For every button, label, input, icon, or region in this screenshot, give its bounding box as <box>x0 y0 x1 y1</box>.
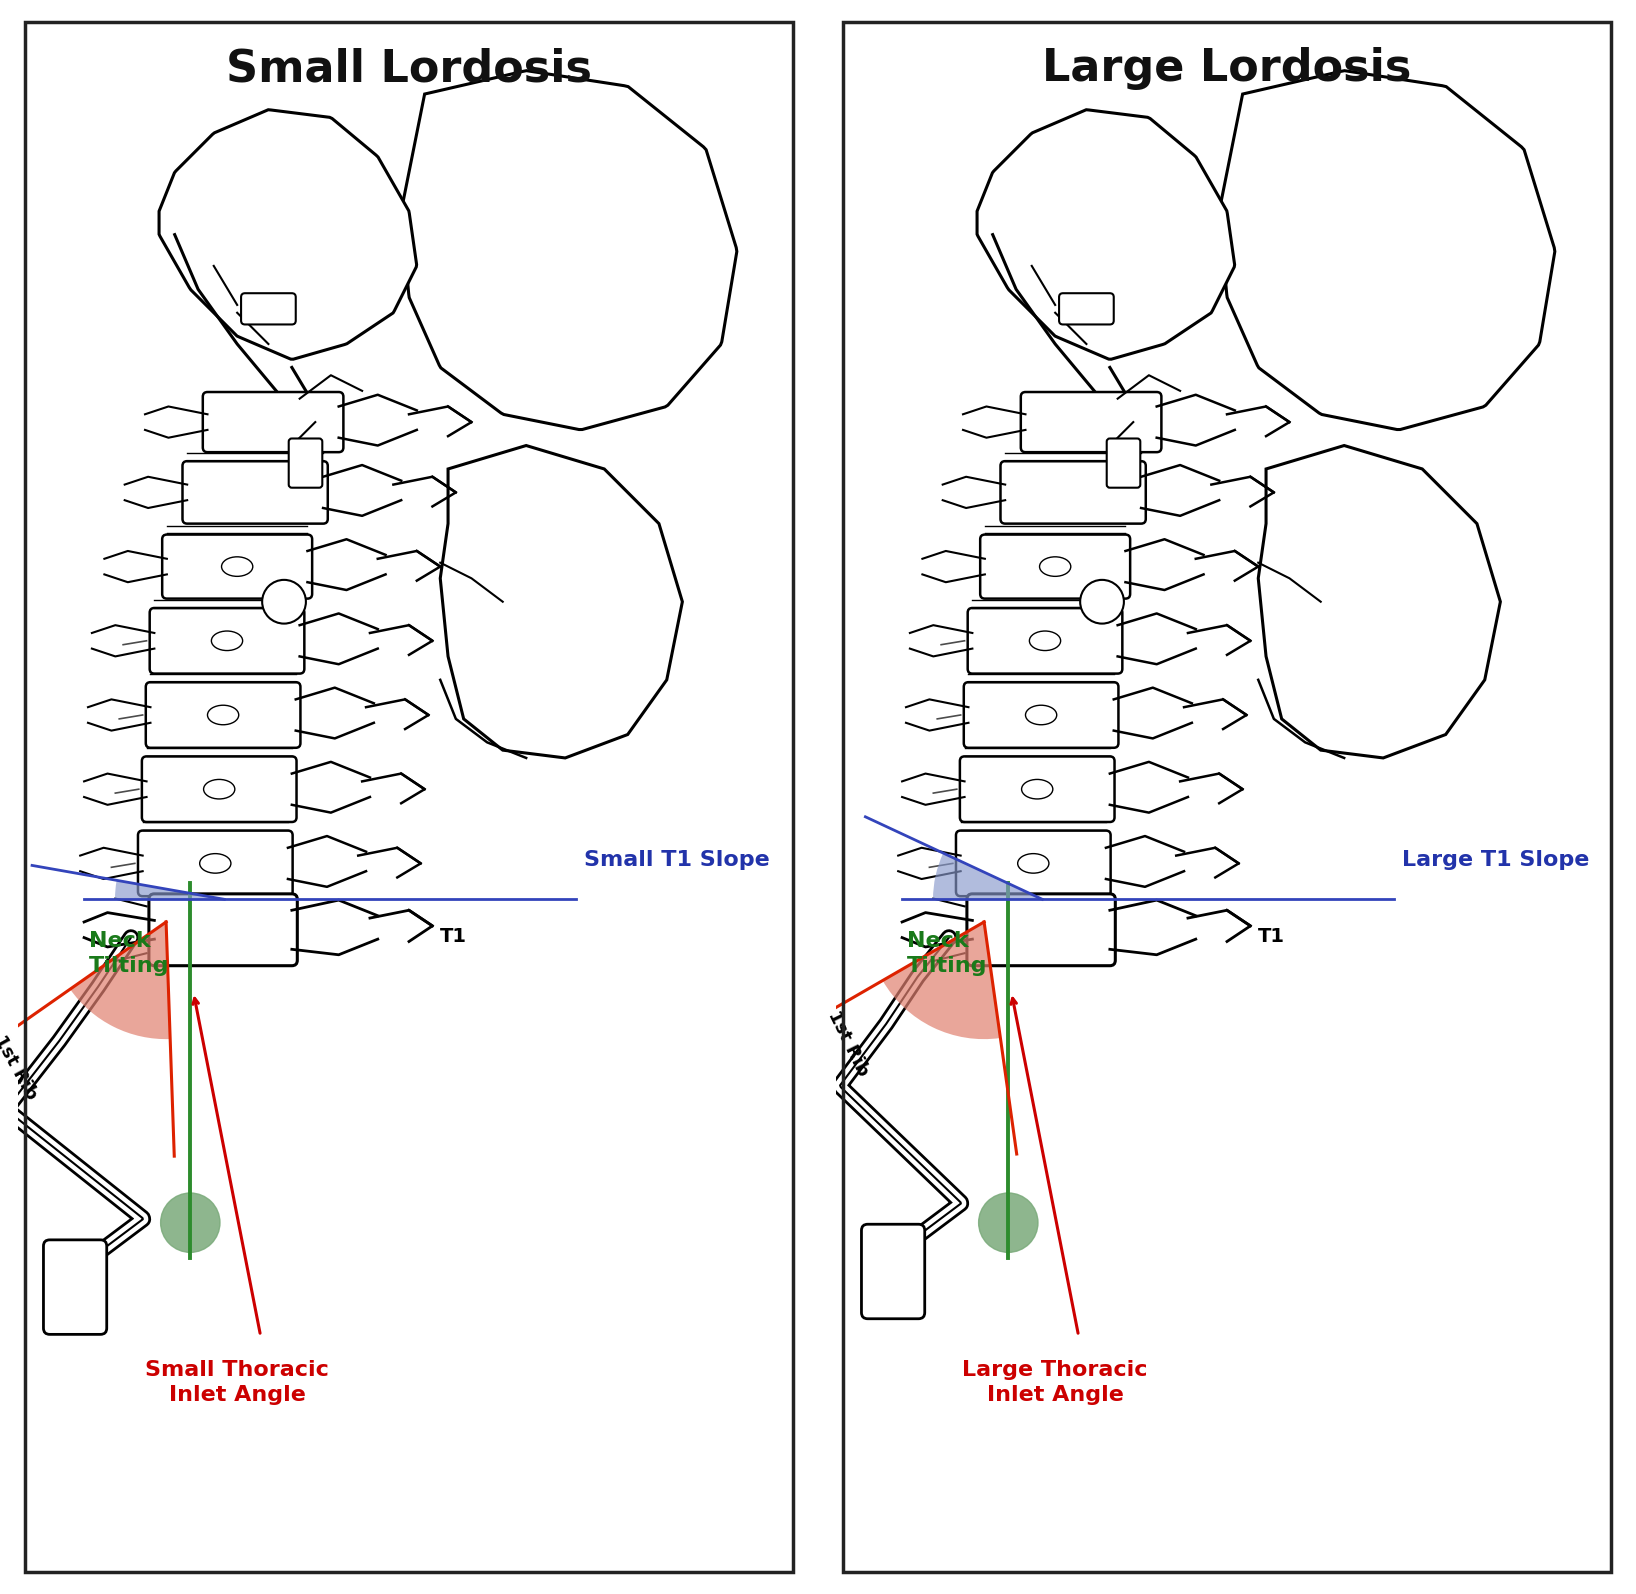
Text: Large T1 Slope: Large T1 Slope <box>1402 850 1589 870</box>
Circle shape <box>160 1192 219 1253</box>
FancyBboxPatch shape <box>862 1224 924 1318</box>
FancyBboxPatch shape <box>240 293 296 325</box>
Ellipse shape <box>1021 779 1054 799</box>
Ellipse shape <box>200 854 231 874</box>
FancyBboxPatch shape <box>203 392 344 453</box>
Polygon shape <box>977 110 1235 359</box>
FancyBboxPatch shape <box>1021 392 1162 453</box>
Circle shape <box>262 580 306 623</box>
Polygon shape <box>401 70 736 429</box>
FancyBboxPatch shape <box>967 607 1122 674</box>
FancyBboxPatch shape <box>142 757 296 823</box>
FancyBboxPatch shape <box>183 461 327 523</box>
Ellipse shape <box>1039 556 1072 577</box>
FancyBboxPatch shape <box>1106 438 1140 488</box>
Ellipse shape <box>1029 631 1060 650</box>
Text: Neck
Tilting: Neck Tilting <box>906 931 987 976</box>
Text: Small T1 Slope: Small T1 Slope <box>584 850 769 870</box>
Polygon shape <box>440 446 682 759</box>
FancyBboxPatch shape <box>960 757 1114 823</box>
Wedge shape <box>70 921 170 1039</box>
Text: 1st Rib: 1st Rib <box>0 1033 41 1103</box>
Circle shape <box>978 1192 1037 1253</box>
Text: Large Lordosis: Large Lordosis <box>1042 48 1412 91</box>
Ellipse shape <box>203 779 236 799</box>
FancyBboxPatch shape <box>137 830 293 896</box>
FancyBboxPatch shape <box>980 534 1130 599</box>
Text: T1: T1 <box>1258 926 1286 945</box>
Text: Small Lordosis: Small Lordosis <box>226 48 592 91</box>
Text: T1: T1 <box>440 926 468 945</box>
Wedge shape <box>883 921 1000 1039</box>
Ellipse shape <box>1026 705 1057 725</box>
Text: 1st Rib: 1st Rib <box>825 1007 872 1079</box>
FancyBboxPatch shape <box>1058 293 1114 325</box>
Wedge shape <box>115 880 224 899</box>
Ellipse shape <box>221 556 254 577</box>
Circle shape <box>1080 580 1124 623</box>
FancyBboxPatch shape <box>149 894 298 966</box>
FancyBboxPatch shape <box>964 682 1119 748</box>
Text: Large Thoracic
Inlet Angle: Large Thoracic Inlet Angle <box>962 1360 1148 1406</box>
FancyBboxPatch shape <box>967 894 1116 966</box>
FancyBboxPatch shape <box>288 438 322 488</box>
FancyBboxPatch shape <box>44 1240 106 1334</box>
Polygon shape <box>159 110 417 359</box>
FancyBboxPatch shape <box>1001 461 1145 523</box>
FancyBboxPatch shape <box>162 534 312 599</box>
Polygon shape <box>1258 446 1500 759</box>
Ellipse shape <box>1018 854 1049 874</box>
FancyBboxPatch shape <box>149 607 304 674</box>
FancyBboxPatch shape <box>955 830 1111 896</box>
Text: Small Thoracic
Inlet Angle: Small Thoracic Inlet Angle <box>146 1360 329 1406</box>
Ellipse shape <box>208 705 239 725</box>
Wedge shape <box>933 853 1042 899</box>
FancyBboxPatch shape <box>146 682 301 748</box>
Text: Neck
Tilting: Neck Tilting <box>88 931 169 976</box>
Ellipse shape <box>211 631 242 650</box>
Polygon shape <box>1219 70 1554 429</box>
